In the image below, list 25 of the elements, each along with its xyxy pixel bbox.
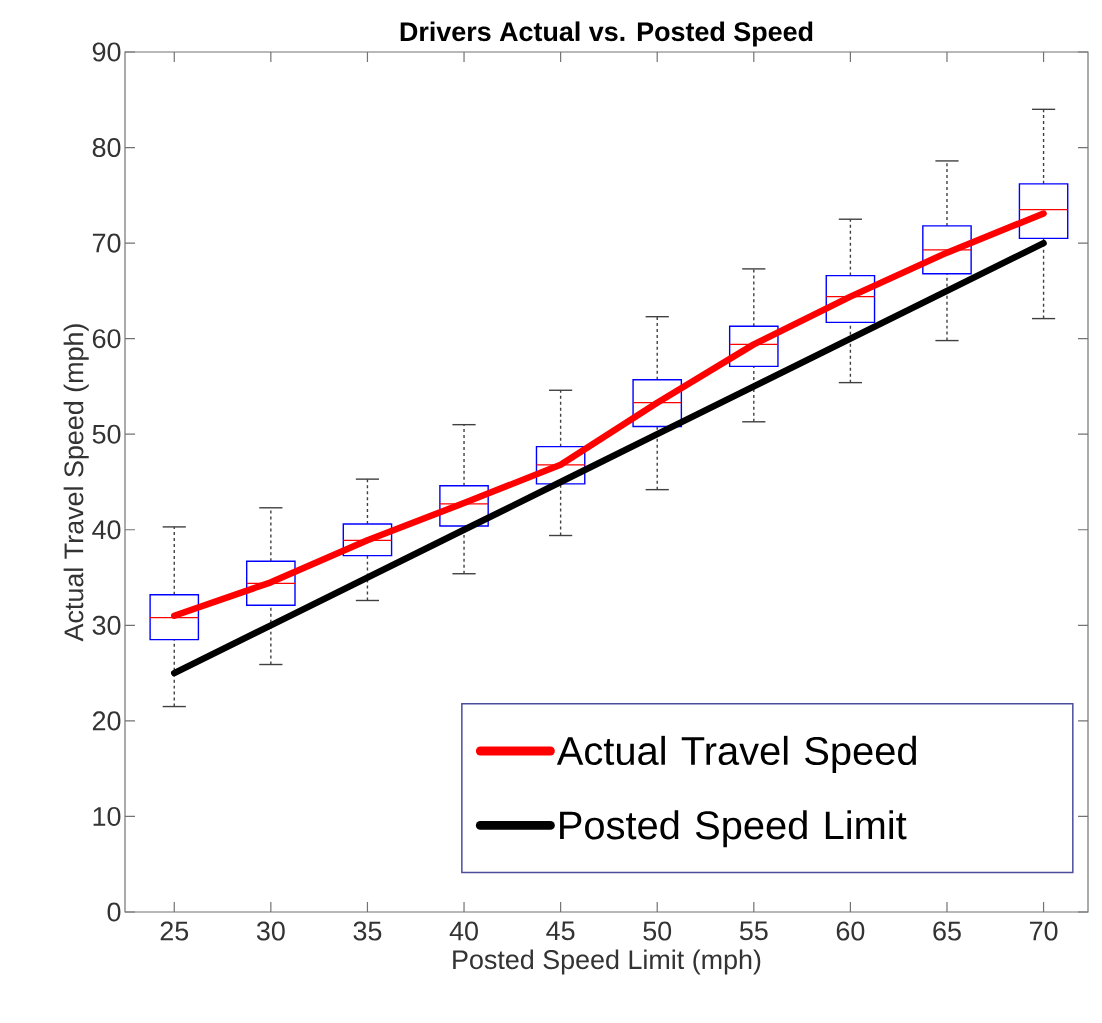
legend-label: Posted Speed Limit [560, 810, 907, 848]
x-tick-label: 50 [643, 921, 672, 941]
y-tick-label: 90 [92, 42, 121, 62]
x-tick-label: 40 [449, 921, 478, 941]
x-tick-label: 45 [546, 921, 575, 941]
y-tick-label: 80 [92, 138, 121, 158]
y-tick-label: 0 [107, 902, 121, 922]
x-tick-label: 35 [353, 921, 382, 941]
y-tick-label: 50 [92, 424, 121, 444]
y-tick-label: 70 [92, 233, 121, 253]
y-axis-title: Actual Travel Speed (mph) [63, 324, 89, 642]
x-tick-label: 30 [256, 921, 285, 941]
y-tick-label: 20 [92, 711, 121, 731]
legend-label: Actual Travel Speed [556, 735, 916, 773]
chart-title: Drivers Actual vs. Posted Speed [400, 21, 813, 47]
y-tick-label: 10 [93, 806, 121, 826]
y-tick-label: 40 [92, 520, 121, 540]
x-axis-title: Posted Speed Limit (mph) [453, 949, 761, 975]
x-tick-label: 60 [836, 921, 865, 941]
x-tick-label: 25 [160, 921, 189, 941]
y-tick-label: 60 [92, 329, 121, 349]
y-tick-label: 30 [92, 615, 121, 635]
x-tick-label: 55 [739, 921, 768, 941]
x-tick-label: 65 [933, 921, 961, 941]
x-tick-label: 70 [1029, 921, 1058, 941]
